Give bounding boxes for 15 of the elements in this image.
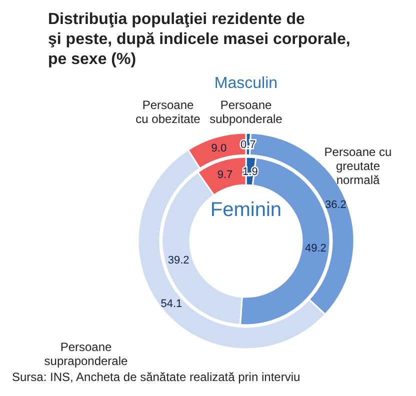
data-label: 39.2 bbox=[168, 254, 190, 267]
data-label: 49.2 bbox=[304, 242, 326, 254]
slice-label: Feminin bbox=[210, 199, 282, 221]
data-label: 54.1 bbox=[160, 298, 182, 310]
slice-label: Persoane cu obezitate bbox=[136, 98, 201, 126]
slice-label: Masculin bbox=[214, 75, 278, 92]
data-label: 9.7 bbox=[217, 169, 233, 182]
chart-title: Distribuţia populaţiei rezidente de şi peste, după indicele masei corporale, pe sexe (%) bbox=[48, 11, 350, 68]
data-label: 36.2 bbox=[325, 199, 346, 212]
text: Sursa: INS, Ancheta de sănătate realizată prin interviu bbox=[12, 370, 300, 384]
slice-label: Persoane supraponderale bbox=[44, 340, 128, 368]
data-label: 1.9 bbox=[242, 166, 258, 178]
slice-label: Persoane subponderale bbox=[210, 98, 283, 126]
slice-label: Persoane cu greutate normală bbox=[324, 145, 392, 187]
data-label: 9.0 bbox=[211, 142, 227, 155]
